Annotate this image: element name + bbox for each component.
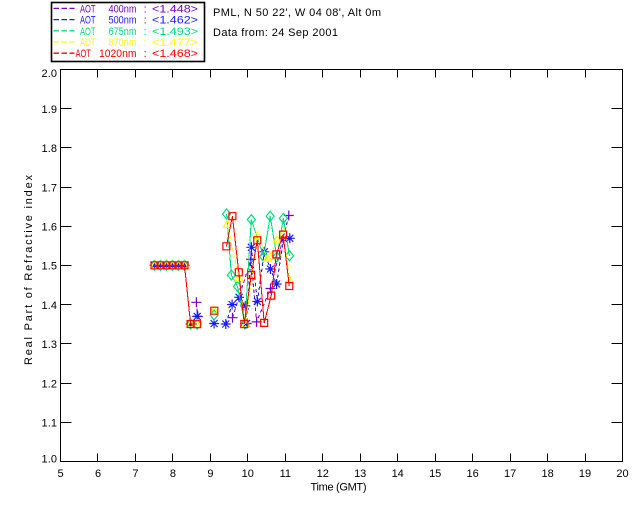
svg-text:PML, N 50 22', W 04 08', Alt 0: PML, N 50 22', W 04 08', Alt 0m bbox=[213, 7, 381, 19]
svg-text:Real Part of Refractive index: Real Part of Refractive index bbox=[23, 175, 35, 366]
svg-text:AOT: AOT bbox=[80, 37, 96, 49]
svg-text:2.0: 2.0 bbox=[42, 68, 58, 80]
svg-text:19: 19 bbox=[579, 468, 591, 480]
svg-text:<1.448>: <1.448> bbox=[152, 3, 198, 15]
svg-text:1.7: 1.7 bbox=[42, 182, 58, 194]
svg-text::: : bbox=[144, 48, 147, 60]
svg-text:1.5: 1.5 bbox=[42, 261, 58, 273]
svg-text:8: 8 bbox=[170, 468, 176, 480]
svg-text:13: 13 bbox=[354, 468, 366, 480]
svg-text:1.6: 1.6 bbox=[42, 222, 58, 234]
svg-text:10: 10 bbox=[242, 468, 254, 480]
svg-text:20: 20 bbox=[616, 468, 628, 480]
svg-text:1.1: 1.1 bbox=[42, 418, 58, 430]
svg-text:6: 6 bbox=[95, 468, 101, 480]
svg-text:1.3: 1.3 bbox=[42, 339, 58, 351]
svg-text:675nm: 675nm bbox=[109, 26, 137, 38]
svg-text:AOT: AOT bbox=[80, 3, 96, 15]
svg-text:1.8: 1.8 bbox=[42, 143, 58, 155]
svg-text:1.0: 1.0 bbox=[42, 453, 58, 465]
svg-text:7: 7 bbox=[132, 468, 138, 480]
svg-text:Data from: 24 Sep 2001: Data from: 24 Sep 2001 bbox=[213, 27, 338, 39]
svg-text:<1.477>: <1.477> bbox=[152, 37, 198, 49]
svg-text:1.9: 1.9 bbox=[42, 104, 58, 116]
svg-text::: : bbox=[144, 3, 147, 15]
svg-text:400nm: 400nm bbox=[109, 3, 137, 15]
svg-text:Time (GMT): Time (GMT) bbox=[311, 482, 367, 494]
svg-text:5: 5 bbox=[57, 468, 63, 480]
svg-text:AOT: AOT bbox=[80, 15, 96, 27]
svg-text:<1.493>: <1.493> bbox=[152, 26, 198, 38]
svg-text:1020nm: 1020nm bbox=[99, 48, 137, 60]
svg-text:AOT: AOT bbox=[80, 26, 96, 38]
svg-text:1.2: 1.2 bbox=[42, 378, 58, 390]
svg-text:11: 11 bbox=[280, 468, 291, 480]
svg-text:<1.468>: <1.468> bbox=[152, 48, 198, 60]
svg-text:AOT: AOT bbox=[76, 48, 92, 60]
svg-text::: : bbox=[144, 37, 147, 49]
svg-text:12: 12 bbox=[317, 468, 329, 480]
svg-text::: : bbox=[144, 26, 147, 38]
svg-text:870nm: 870nm bbox=[109, 37, 137, 49]
svg-text:18: 18 bbox=[541, 468, 553, 480]
svg-text:<1.462>: <1.462> bbox=[152, 15, 198, 27]
svg-text:17: 17 bbox=[504, 468, 516, 480]
svg-text:15: 15 bbox=[429, 468, 441, 480]
svg-text:500nm: 500nm bbox=[109, 15, 137, 27]
svg-text:1.4: 1.4 bbox=[42, 300, 58, 312]
svg-text:16: 16 bbox=[466, 468, 478, 480]
svg-text::: : bbox=[144, 15, 147, 27]
svg-text:9: 9 bbox=[207, 468, 213, 480]
svg-text:14: 14 bbox=[392, 468, 404, 480]
